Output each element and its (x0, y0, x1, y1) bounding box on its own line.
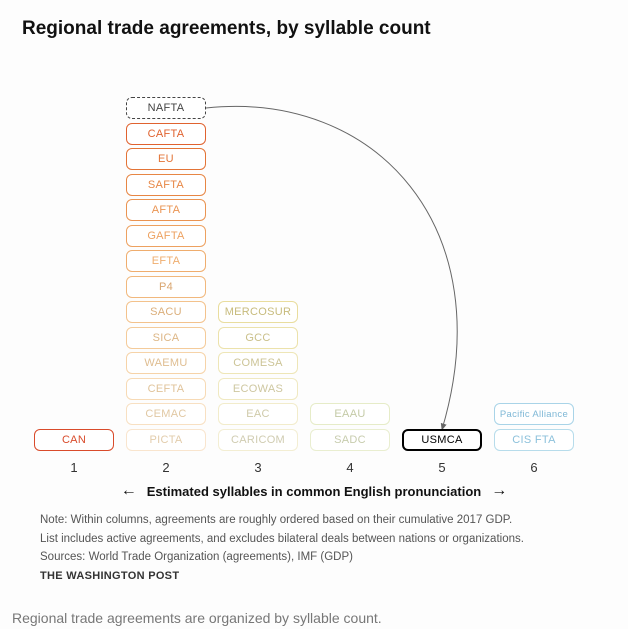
agreement-box: EAAU (310, 403, 390, 425)
x-tick: 2 (122, 460, 210, 475)
agreement-box: EFTA (126, 250, 206, 272)
x-tick: 6 (490, 460, 578, 475)
figure-caption: Regional trade agreements are organized … (12, 610, 628, 626)
x-tick: 5 (398, 460, 486, 475)
column-1: CAN (30, 429, 118, 455)
agreement-box: EAC (218, 403, 298, 425)
agreement-box: SACU (126, 301, 206, 323)
agreement-box: Pacific Alliance (494, 403, 574, 425)
agreement-box: GCC (218, 327, 298, 349)
agreement-box: CEMAC (126, 403, 206, 425)
agreement-box: P4 (126, 276, 206, 298)
column-3: MERCOSUR GCC COMESA ECOWAS EAC CARICOM (214, 301, 302, 454)
agreement-box: CAN (34, 429, 114, 451)
x-tick: 4 (306, 460, 394, 475)
x-tick: 3 (214, 460, 302, 475)
agreement-box: AFTA (126, 199, 206, 221)
x-axis: 123456 ← Estimated syllables in common E… (30, 454, 598, 510)
publisher-label: THE WASHINGTON POST (40, 570, 606, 582)
axis-arrow-left-icon: ← (121, 482, 137, 500)
agreement-box: WAEMU (126, 352, 206, 374)
column-2: NAFTA CAFTA EU SAFTA AFTA GAFTA EFTA P4 SACU SICA… (122, 97, 210, 454)
column-4: EAAU SADC (306, 403, 394, 454)
chart-note-1: Note: Within columns, agreements are rou… (40, 512, 606, 529)
axis-arrow-right-icon: → (491, 482, 507, 500)
agreement-box: CAFTA (126, 123, 206, 145)
agreement-box: SADC (310, 429, 390, 451)
column-6: Pacific Alliance CIS FTA (490, 403, 578, 454)
agreement-box: EU (126, 148, 206, 170)
nafta-to-usmca-arrow (30, 54, 610, 454)
agreement-box: GAFTA (126, 225, 206, 247)
agreement-box: CIS FTA (494, 429, 574, 451)
agreement-box: MERCOSUR (218, 301, 298, 323)
column-5: USMCA (398, 429, 486, 455)
x-axis-label-row: ← Estimated syllables in common English … (30, 482, 598, 500)
agreement-box: CARICOM (218, 429, 298, 451)
agreement-box: PICTA (126, 429, 206, 451)
chart-title: Regional trade agreements, by syllable c… (22, 18, 606, 40)
agreement-box: NAFTA (126, 97, 206, 119)
x-axis-label: Estimated syllables in common English pr… (147, 484, 481, 499)
x-tick: 1 (30, 460, 118, 475)
agreement-box: SAFTA (126, 174, 206, 196)
agreement-box: CEFTA (126, 378, 206, 400)
chart-area: CAN NAFTA CAFTA EU SAFTA AFTA GAFTA EFTA P4 SACU S… (30, 54, 598, 454)
agreement-box: ECOWAS (218, 378, 298, 400)
agreement-box: USMCA (402, 429, 482, 451)
chart-note-2: List includes active agreements, and exc… (40, 531, 606, 548)
agreement-box: SICA (126, 327, 206, 349)
agreement-box: COMESA (218, 352, 298, 374)
chart-sources: Sources: World Trade Organization (agree… (40, 549, 606, 566)
